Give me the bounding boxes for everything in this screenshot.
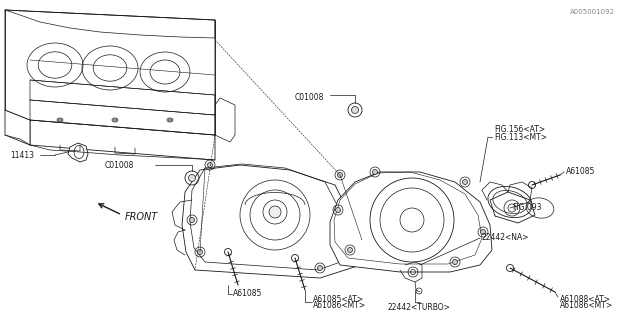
Text: A61085: A61085 (566, 167, 595, 177)
Polygon shape (182, 165, 370, 278)
Text: 22442<NA>: 22442<NA> (482, 234, 529, 243)
Polygon shape (68, 143, 88, 162)
Text: C01008: C01008 (105, 161, 134, 170)
Circle shape (269, 206, 281, 218)
Circle shape (508, 204, 516, 212)
Circle shape (335, 207, 340, 212)
Circle shape (463, 180, 467, 185)
Circle shape (317, 266, 323, 270)
Text: A61085: A61085 (233, 290, 262, 299)
Circle shape (529, 181, 536, 188)
Circle shape (360, 237, 365, 243)
Polygon shape (330, 172, 492, 272)
Circle shape (198, 250, 202, 254)
Circle shape (372, 170, 378, 174)
Circle shape (506, 265, 513, 271)
Text: A005001092: A005001092 (570, 9, 615, 15)
Circle shape (481, 229, 486, 235)
Circle shape (337, 172, 342, 178)
Circle shape (189, 174, 195, 181)
Circle shape (291, 254, 298, 261)
Circle shape (348, 247, 353, 252)
Polygon shape (5, 10, 215, 135)
Text: FIG.156<AT>: FIG.156<AT> (494, 125, 545, 134)
Circle shape (189, 218, 195, 222)
Text: FIG.113<MT>: FIG.113<MT> (494, 133, 547, 142)
Text: C01008: C01008 (295, 92, 324, 101)
Circle shape (207, 163, 212, 167)
Circle shape (452, 260, 458, 265)
Text: FRONT: FRONT (125, 212, 158, 222)
Text: A61086<MT>: A61086<MT> (313, 301, 366, 310)
Polygon shape (5, 110, 30, 145)
Circle shape (351, 107, 358, 114)
Polygon shape (30, 120, 215, 160)
Text: 11413: 11413 (10, 150, 34, 159)
Text: A61085<AT>: A61085<AT> (313, 294, 364, 303)
Text: FIG.093: FIG.093 (512, 204, 541, 212)
Text: A61086<MT>: A61086<MT> (560, 301, 613, 310)
Text: 22442<TURBO>: 22442<TURBO> (388, 303, 451, 313)
Circle shape (225, 249, 232, 255)
Text: A61088<AT>: A61088<AT> (560, 294, 611, 303)
